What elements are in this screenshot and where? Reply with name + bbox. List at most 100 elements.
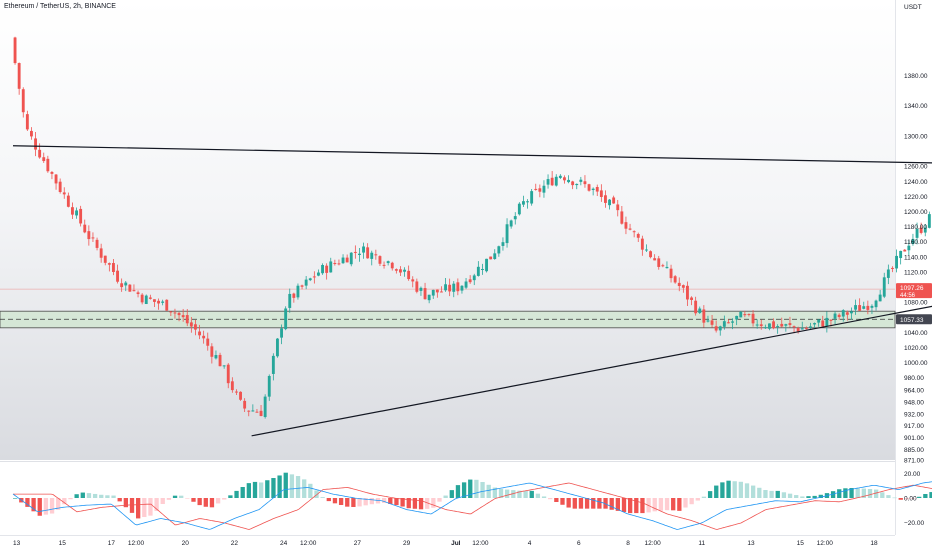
time-axis[interactable] (0, 535, 895, 551)
price-tick-label: 1120.00 (904, 269, 927, 276)
candle (509, 220, 513, 227)
time-tick-label: 29 (403, 540, 411, 547)
candle (120, 283, 124, 288)
candle (542, 185, 546, 193)
macd-histogram-bar (769, 490, 774, 498)
macd-histogram-bar (763, 490, 768, 498)
candle (75, 210, 78, 216)
macd-histogram-bar (129, 498, 135, 513)
macd-histogram-bar (554, 498, 559, 502)
candle (530, 191, 534, 204)
macd-tick-label: 20.00 (904, 471, 921, 478)
macd-histogram-bar (560, 498, 565, 505)
candle (706, 320, 710, 322)
macd-histogram-bar (320, 497, 325, 498)
candle (628, 228, 632, 230)
candle (38, 149, 42, 158)
candle (21, 89, 25, 113)
candle (79, 208, 83, 224)
macd-histogram-bar (468, 479, 473, 498)
candle (882, 277, 886, 297)
time-tick-label: 12:00 (817, 540, 834, 547)
macd-histogram-bar (277, 475, 282, 498)
macd-histogram-bar (806, 496, 811, 498)
candle (333, 263, 337, 265)
candle (534, 188, 538, 190)
macd-histogram-bar (13, 498, 18, 499)
price-tick-label: 1180.00 (904, 224, 927, 231)
macd-histogram-bar (117, 498, 122, 502)
candle (198, 331, 201, 336)
candle (747, 314, 751, 316)
candle (235, 391, 238, 393)
macd-histogram-bar (388, 498, 393, 504)
time-tick-label: 20 (182, 540, 190, 547)
candle (214, 355, 218, 359)
candle (718, 326, 722, 331)
macd-histogram-bar (757, 487, 762, 498)
candle (444, 284, 447, 291)
time-tick-label: 6 (577, 540, 581, 547)
candle (288, 293, 292, 308)
macd-histogram-bar (425, 498, 430, 509)
time-tick-label: 8 (626, 540, 630, 547)
macd-histogram-bar (246, 483, 252, 498)
candle (579, 179, 583, 182)
candle (608, 199, 611, 206)
macd-histogram-bar (615, 498, 621, 511)
candle (99, 248, 103, 258)
candle (46, 158, 50, 172)
macd-histogram-bar (843, 488, 848, 498)
price-tick-label: 1200.00 (904, 209, 928, 216)
macd-histogram-bar (707, 491, 713, 498)
candle (817, 319, 821, 323)
candle (185, 315, 189, 324)
candle (513, 216, 517, 220)
candle (702, 309, 706, 323)
macd-histogram-bar (345, 498, 350, 507)
macd-histogram-bar (529, 490, 534, 498)
candle (866, 305, 870, 310)
candle (833, 313, 837, 319)
candle (50, 172, 54, 174)
price-pane[interactable]: Ethereum / TetherUS, 2h, BINANCE (0, 0, 895, 460)
macd-histogram-bar (209, 498, 215, 508)
time-tick-label: 12:00 (472, 540, 489, 547)
candle (698, 308, 702, 313)
candle (727, 322, 730, 324)
candle (809, 326, 812, 328)
macd-histogram-bar (523, 490, 528, 498)
macd-histogram-bar (363, 498, 368, 506)
candle (468, 279, 472, 283)
macd-histogram-bar (197, 498, 202, 506)
candle (321, 265, 324, 274)
candle (17, 63, 21, 89)
candle (103, 255, 107, 263)
candle (345, 257, 349, 263)
candle (784, 324, 788, 326)
candle (813, 323, 816, 325)
candle (649, 251, 652, 258)
candle (431, 289, 435, 296)
macd-histogram-bar (382, 498, 387, 503)
time-tick-label: 13 (747, 540, 755, 547)
price-tick-label: 1040.00 (904, 330, 928, 337)
candle (591, 188, 595, 191)
macd-histogram-bar (591, 498, 596, 509)
macd-histogram-bar (265, 480, 270, 498)
time-tick-label: 24 (280, 540, 288, 547)
time-tick-label: Jul (451, 540, 461, 547)
macd-histogram-bar (80, 492, 85, 498)
candle (13, 37, 17, 64)
candle (112, 263, 115, 272)
candle (640, 238, 644, 250)
candle (452, 283, 456, 292)
candle (394, 269, 398, 271)
candle (476, 266, 480, 276)
candle (620, 211, 624, 224)
price-tick-label: 964.00 (904, 387, 924, 394)
candle (423, 288, 427, 300)
macd-histogram-bar (892, 497, 897, 499)
candle (189, 322, 193, 327)
candle (173, 312, 177, 314)
